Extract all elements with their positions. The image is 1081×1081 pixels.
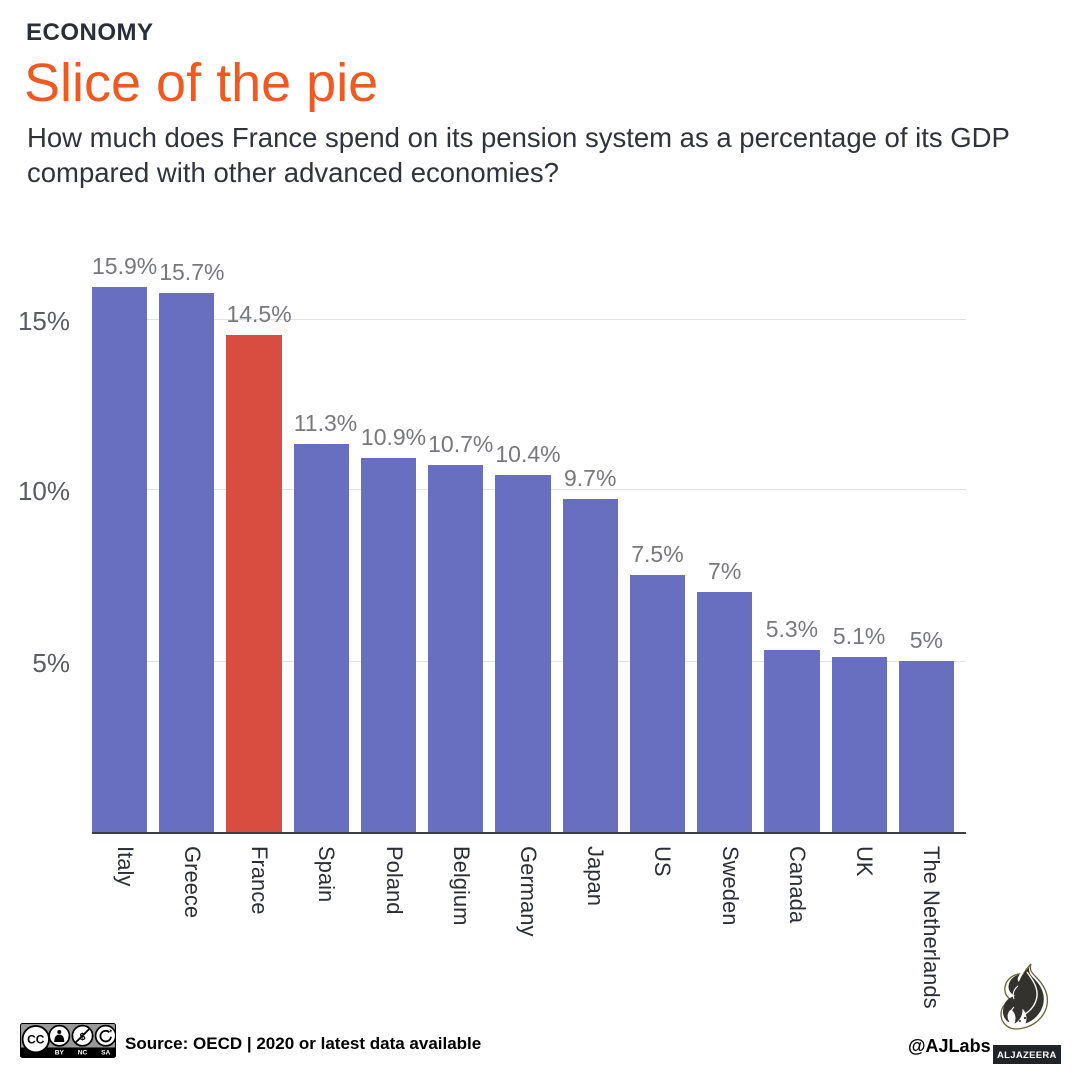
svg-text:NC: NC <box>78 1050 88 1057</box>
svg-text:CC: CC <box>27 1032 45 1046</box>
svg-text:SA: SA <box>101 1050 110 1057</box>
svg-text:BY: BY <box>55 1050 65 1057</box>
